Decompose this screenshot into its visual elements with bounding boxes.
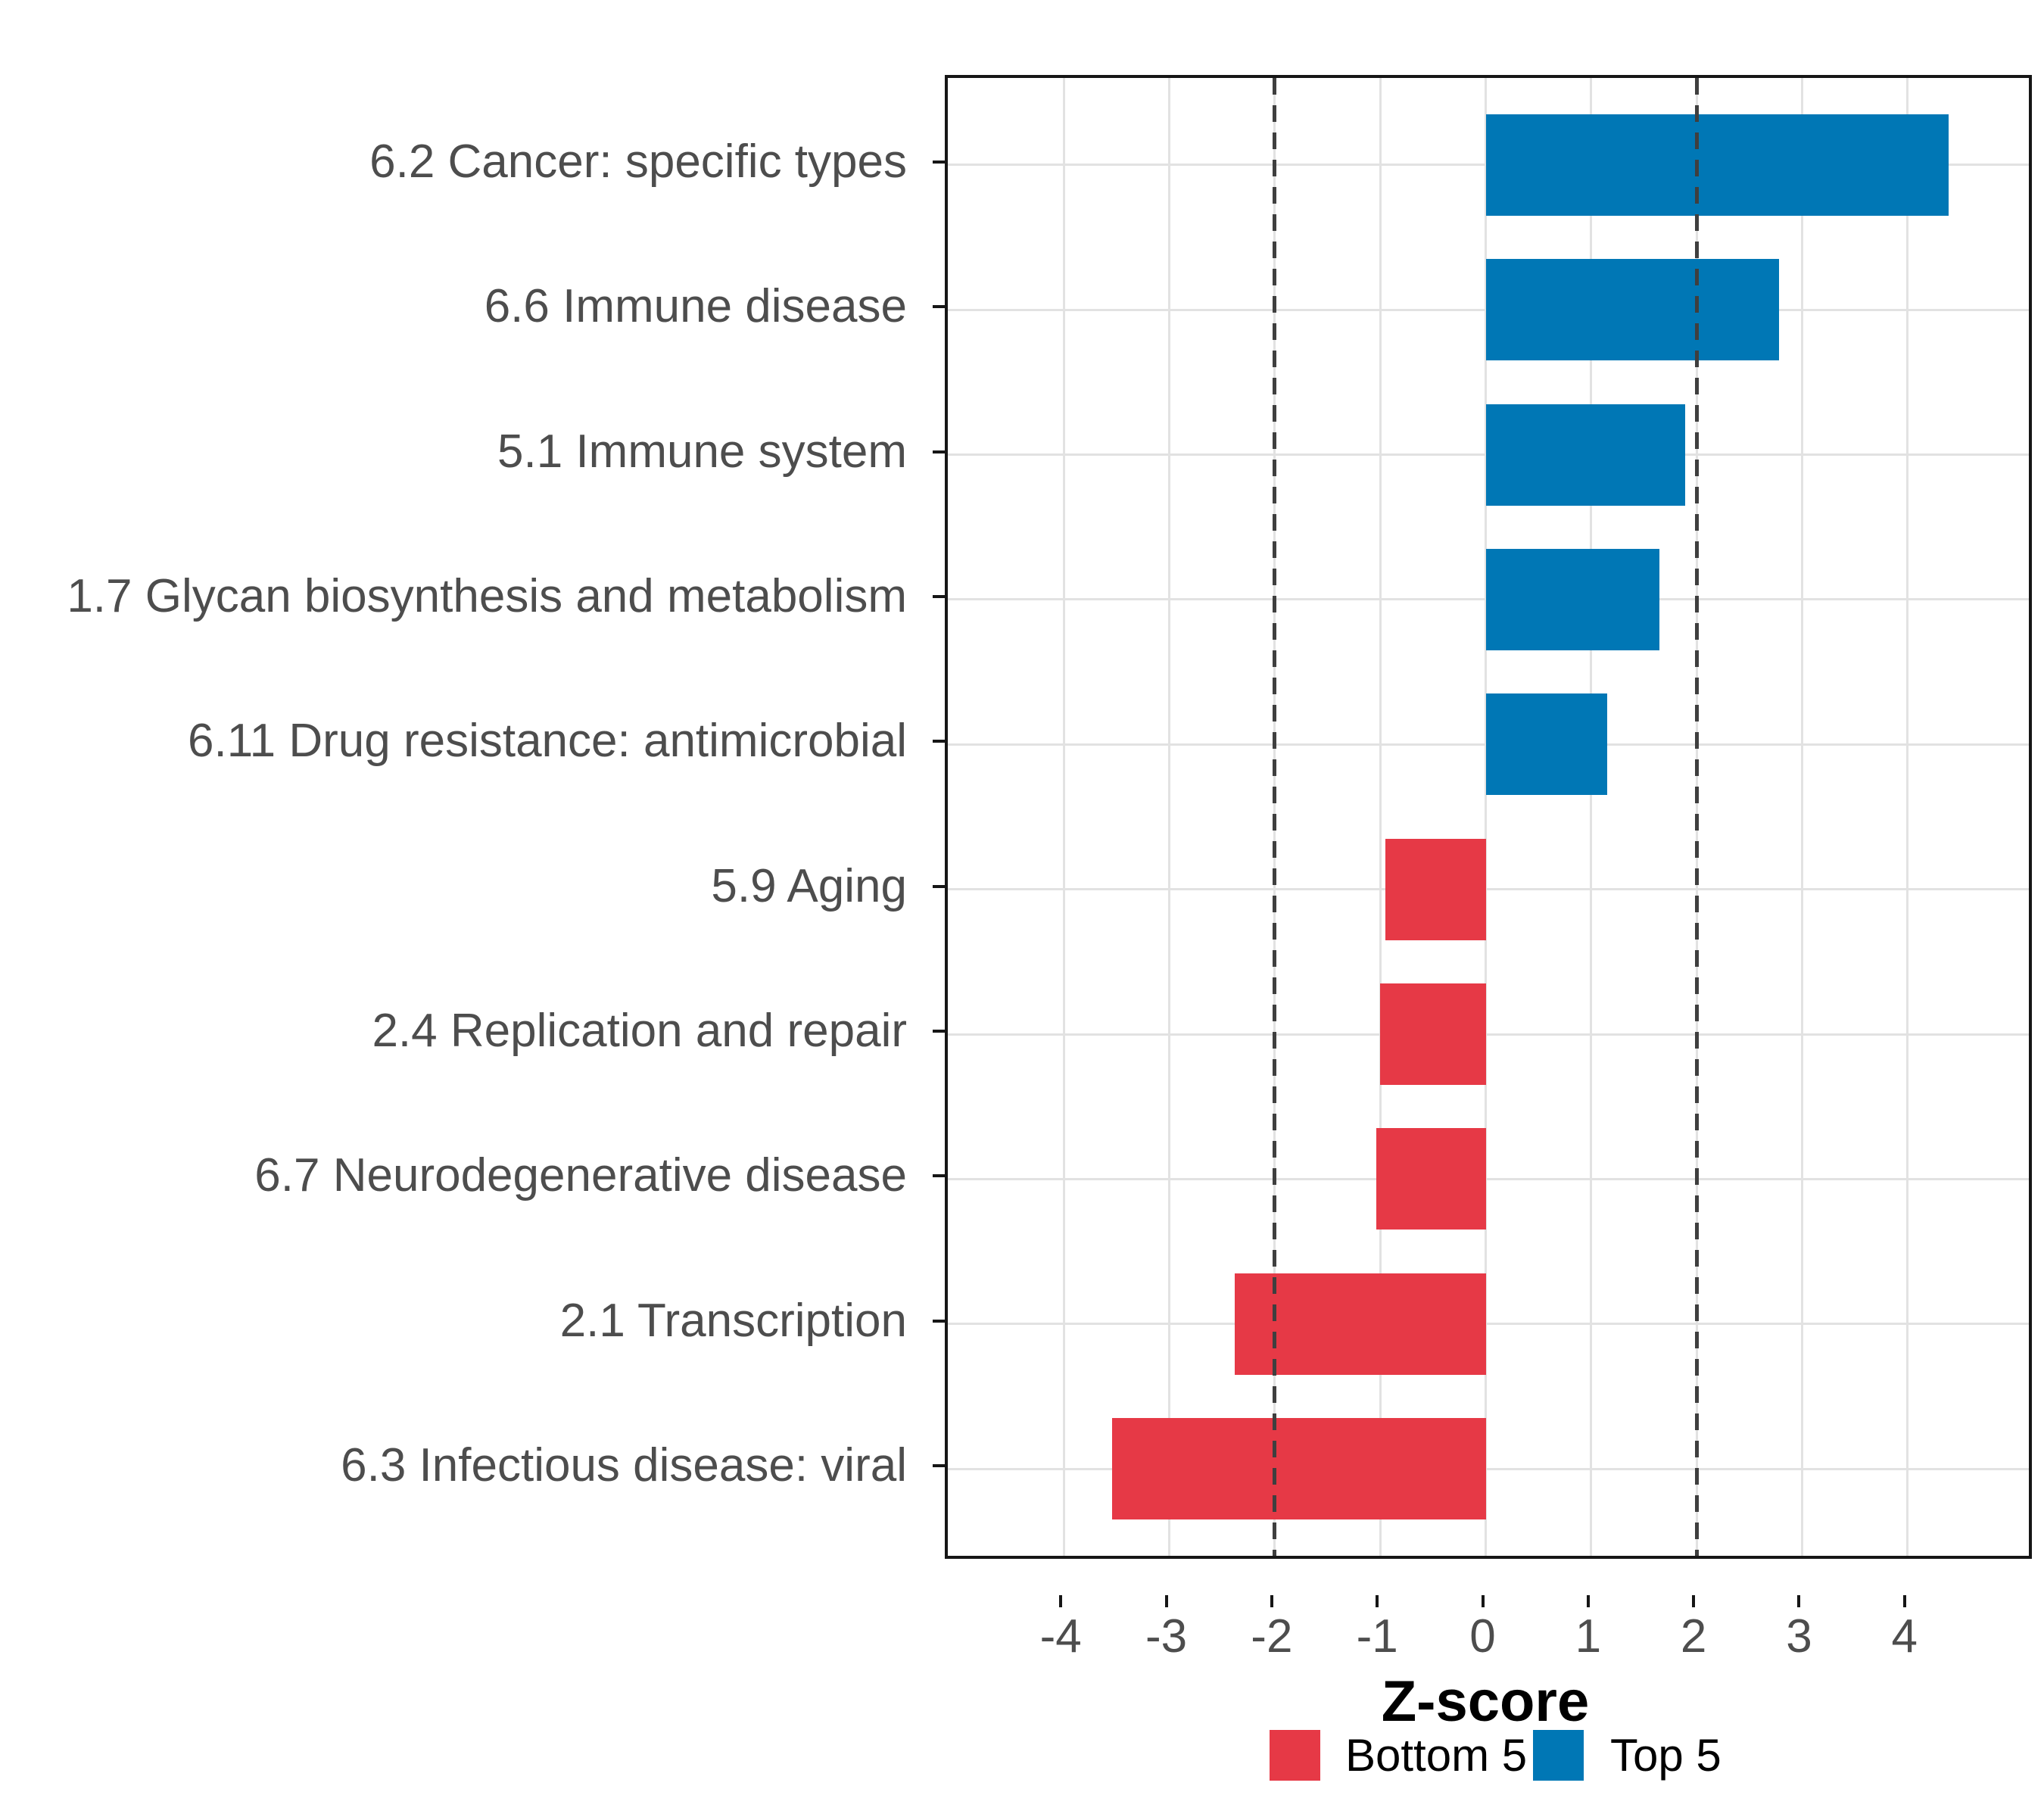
y-gridline: [948, 1177, 2029, 1180]
y-axis-label: 1.7 Glycan biosynthesis and metabolism: [67, 569, 907, 622]
y-tick-mark: [933, 1030, 945, 1033]
y-axis-label: 6.2 Cancer: specific types: [369, 135, 907, 188]
y-axis-label: 6.3 Infectious disease: viral: [341, 1439, 907, 1492]
legend-swatch-bottom5: [1270, 1730, 1320, 1781]
x-tick-mark: [1481, 1595, 1485, 1607]
x-tick-mark: [1376, 1595, 1379, 1607]
reference-line: [1273, 78, 1277, 1556]
x-tick-label: -2: [1251, 1610, 1293, 1663]
y-gridline: [948, 1323, 2029, 1326]
y-axis-label: 2.1 Transcription: [559, 1294, 907, 1347]
x-tick-label: 1: [1575, 1610, 1602, 1663]
bar: [1380, 983, 1486, 1086]
x-tick-mark: [1164, 1595, 1168, 1607]
x-tick-label: -3: [1145, 1610, 1188, 1663]
bar: [1112, 1418, 1486, 1520]
x-gridline: [1485, 78, 1488, 1556]
y-gridline: [948, 1033, 2029, 1036]
x-gridline: [1800, 78, 1803, 1556]
y-gridline: [948, 1467, 2029, 1470]
y-axis-label: 5.9 Aging: [711, 859, 907, 912]
bar: [1485, 693, 1607, 796]
x-tick-mark: [1692, 1595, 1696, 1607]
x-axis-title: Z-score: [1381, 1669, 1590, 1734]
legend-label-top5: Top 5: [1610, 1730, 1722, 1781]
bar: [1385, 838, 1486, 940]
x-tick-mark: [1270, 1595, 1273, 1607]
legend: Bottom 5 Top 5: [0, 1730, 2044, 1783]
bar: [1485, 404, 1685, 506]
x-tick-label: -1: [1356, 1610, 1398, 1663]
x-tick-mark: [1059, 1595, 1063, 1607]
reference-line: [1694, 78, 1699, 1556]
x-tick-mark: [1902, 1595, 1906, 1607]
bar: [1485, 548, 1660, 650]
x-gridline: [1906, 78, 1909, 1556]
x-tick-label: 4: [1891, 1610, 1918, 1663]
legend-label-bottom5: Bottom 5: [1345, 1730, 1528, 1781]
y-axis-label: 2.4 Replication and repair: [372, 1005, 907, 1058]
bar: [1485, 259, 1779, 361]
bar: [1485, 114, 1949, 216]
y-tick-mark: [933, 1319, 945, 1323]
x-gridline: [1379, 78, 1382, 1556]
y-tick-mark: [933, 1174, 945, 1178]
y-axis-label: 6.11 Drug resistance: antimicrobial: [188, 715, 907, 768]
y-axis-label: 5.1 Immune system: [497, 425, 907, 478]
x-tick-label: 3: [1786, 1610, 1812, 1663]
y-tick-mark: [933, 450, 945, 453]
y-tick-mark: [933, 305, 945, 309]
bar: [1376, 1128, 1486, 1230]
x-tick-mark: [1797, 1595, 1801, 1607]
y-axis-label: 6.6 Immune disease: [484, 280, 907, 333]
y-tick-mark: [933, 884, 945, 888]
y-tick-mark: [933, 740, 945, 743]
y-gridline: [948, 888, 2029, 891]
x-tick-mark: [1586, 1595, 1590, 1607]
y-tick-mark: [933, 1464, 945, 1468]
x-tick-label: -4: [1039, 1610, 1082, 1663]
legend-swatch-top5: [1533, 1730, 1584, 1781]
x-tick-label: 0: [1469, 1610, 1496, 1663]
x-gridline: [1590, 78, 1593, 1556]
y-tick-mark: [933, 160, 945, 164]
x-gridline: [1168, 78, 1171, 1556]
x-tick-label: 2: [1680, 1610, 1707, 1663]
x-gridline: [1062, 78, 1065, 1556]
y-tick-mark: [933, 594, 945, 598]
plot-panel: [945, 75, 2032, 1559]
y-axis-label: 6.7 Neurodegenerative disease: [254, 1149, 907, 1202]
